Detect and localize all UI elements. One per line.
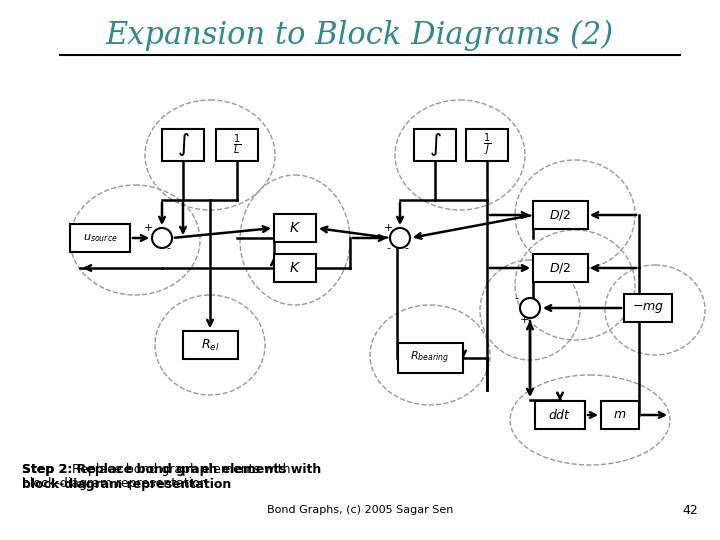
FancyBboxPatch shape xyxy=(274,254,316,282)
Text: Step 2: Replace bond graph elements with
block-diagram representation: Step 2: Replace bond graph elements with… xyxy=(22,463,321,491)
Text: +: + xyxy=(519,315,528,325)
Circle shape xyxy=(152,228,172,248)
Text: +: + xyxy=(143,223,153,233)
FancyBboxPatch shape xyxy=(274,214,316,242)
Text: -: - xyxy=(514,293,518,303)
Text: $R_{bearing}$: $R_{bearing}$ xyxy=(410,350,449,366)
FancyBboxPatch shape xyxy=(533,254,588,282)
Text: $u_{source}$: $u_{source}$ xyxy=(83,232,117,244)
Text: -: - xyxy=(166,243,170,253)
Text: $m$: $m$ xyxy=(613,408,626,422)
FancyBboxPatch shape xyxy=(397,343,462,373)
Text: $K$: $K$ xyxy=(289,221,301,235)
Circle shape xyxy=(390,228,410,248)
Text: $\frac{1}{J}$: $\frac{1}{J}$ xyxy=(483,132,491,158)
Text: +: + xyxy=(383,223,392,233)
Text: -: - xyxy=(386,243,390,253)
FancyBboxPatch shape xyxy=(624,294,672,322)
Text: $-mg$: $-mg$ xyxy=(632,301,664,315)
Text: $\int$: $\int$ xyxy=(176,132,189,159)
Text: Expansion to Block Diagrams (2): Expansion to Block Diagrams (2) xyxy=(106,19,614,51)
Text: Bond Graphs, (c) 2005 Sagar Sen: Bond Graphs, (c) 2005 Sagar Sen xyxy=(267,505,453,515)
Text: $D/2$: $D/2$ xyxy=(549,208,571,222)
Text: Replace bond graph elements with: Replace bond graph elements with xyxy=(68,463,290,476)
Text: $R_{el}$: $R_{el}$ xyxy=(201,338,219,353)
Text: $\frac{1}{L}$: $\frac{1}{L}$ xyxy=(233,133,241,157)
FancyBboxPatch shape xyxy=(535,401,585,429)
FancyBboxPatch shape xyxy=(414,129,456,161)
FancyBboxPatch shape xyxy=(466,129,508,161)
FancyBboxPatch shape xyxy=(533,201,588,229)
Text: $D/2$: $D/2$ xyxy=(549,261,571,275)
Text: Step 2:: Step 2: xyxy=(22,463,73,476)
Text: 42: 42 xyxy=(682,503,698,516)
Text: $ddt$: $ddt$ xyxy=(549,408,572,422)
FancyBboxPatch shape xyxy=(162,129,204,161)
FancyBboxPatch shape xyxy=(216,129,258,161)
Text: $K$: $K$ xyxy=(289,261,301,275)
FancyBboxPatch shape xyxy=(182,331,238,359)
Text: $\int$: $\int$ xyxy=(428,132,441,159)
Text: -: - xyxy=(404,243,408,253)
FancyBboxPatch shape xyxy=(70,224,130,252)
FancyBboxPatch shape xyxy=(601,401,639,429)
Circle shape xyxy=(520,298,540,318)
Text: block-diagram representation: block-diagram representation xyxy=(22,477,208,490)
